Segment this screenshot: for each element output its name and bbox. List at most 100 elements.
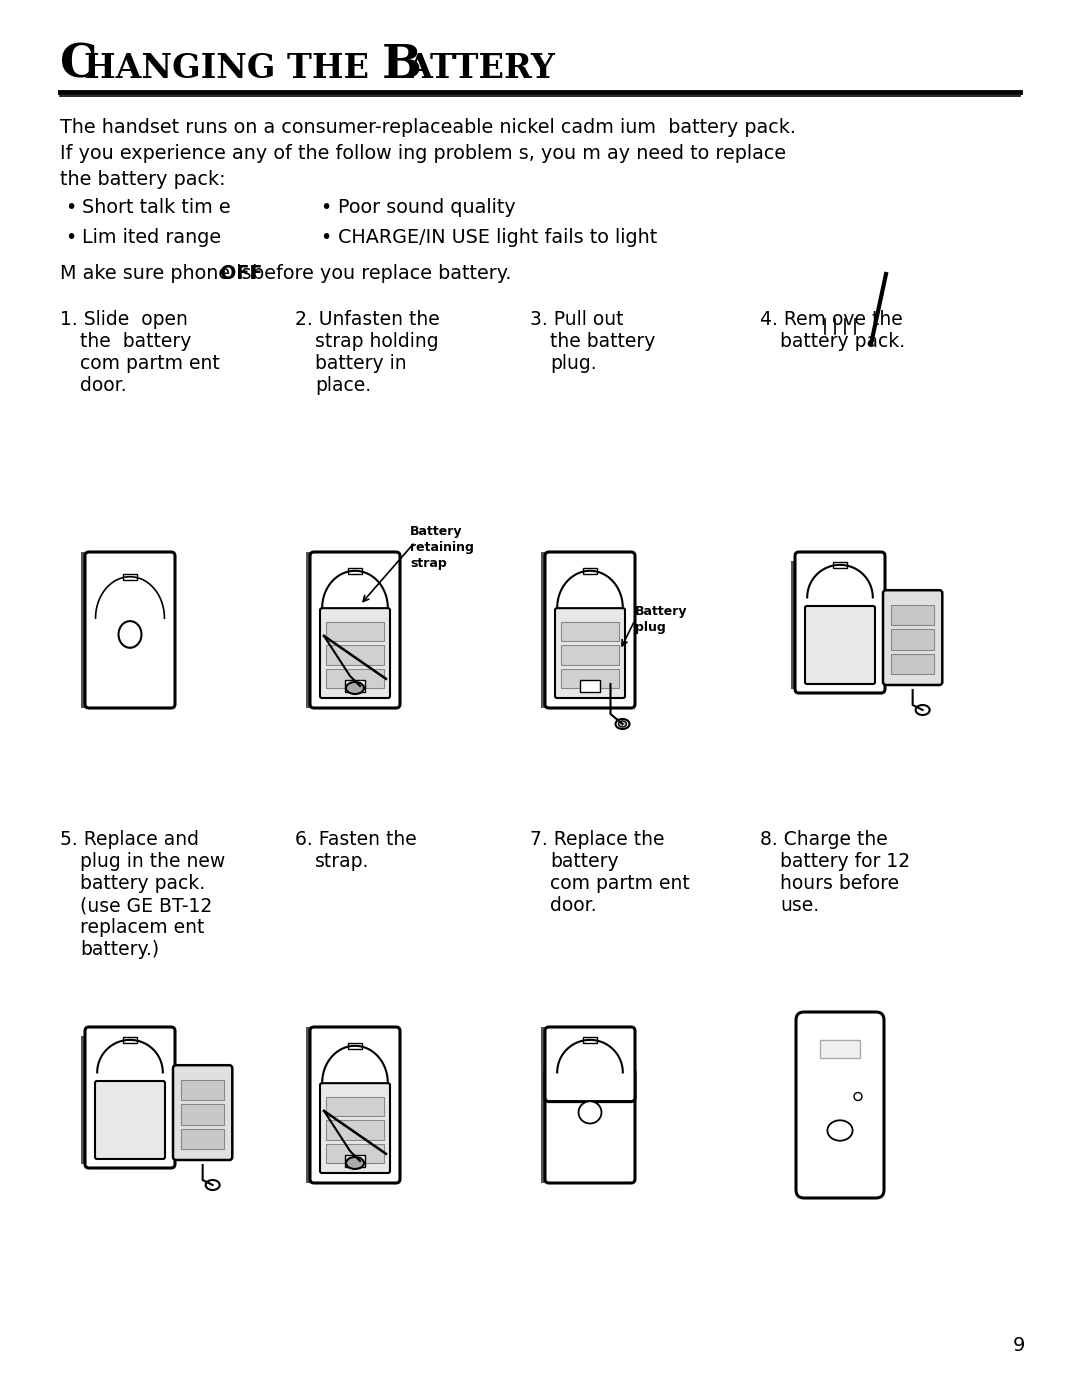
Bar: [820, 1040, 860, 1058]
Ellipse shape: [346, 1157, 364, 1169]
Ellipse shape: [346, 682, 364, 694]
FancyBboxPatch shape: [85, 1026, 175, 1168]
Ellipse shape: [119, 621, 141, 647]
Bar: [582, 567, 597, 574]
Bar: [345, 680, 365, 692]
Bar: [561, 622, 619, 642]
Text: •: •: [320, 228, 332, 247]
Bar: [833, 562, 848, 567]
Text: com partm ent: com partm ent: [80, 354, 219, 372]
Text: strap.: strap.: [315, 852, 369, 871]
Text: Poor sound quality: Poor sound quality: [338, 198, 516, 217]
Ellipse shape: [205, 1180, 219, 1190]
FancyBboxPatch shape: [545, 554, 635, 561]
Text: •: •: [65, 228, 77, 247]
Text: battery in: battery in: [315, 354, 407, 372]
Text: before you replace battery.: before you replace battery.: [245, 264, 511, 283]
Bar: [561, 669, 619, 688]
Text: battery: battery: [550, 852, 619, 871]
FancyBboxPatch shape: [81, 1036, 89, 1164]
Text: ATTERY: ATTERY: [406, 52, 555, 85]
Ellipse shape: [916, 705, 930, 714]
Text: HANGING THE: HANGING THE: [84, 52, 380, 85]
Bar: [561, 646, 619, 665]
Bar: [348, 1043, 363, 1048]
FancyBboxPatch shape: [310, 552, 400, 708]
Text: battery for 12: battery for 12: [780, 852, 910, 871]
Ellipse shape: [827, 1120, 852, 1140]
Text: 3. Pull out: 3. Pull out: [530, 311, 623, 328]
Bar: [123, 574, 137, 580]
Text: B: B: [382, 43, 422, 88]
Bar: [891, 605, 934, 625]
FancyBboxPatch shape: [795, 552, 885, 692]
Text: •: •: [320, 198, 332, 217]
Text: CHARGE/IN USE light fails to light: CHARGE/IN USE light fails to light: [338, 228, 658, 247]
Text: com partm ent: com partm ent: [550, 874, 690, 893]
Text: battery pack.: battery pack.: [80, 874, 205, 893]
Ellipse shape: [619, 721, 626, 727]
Text: the battery pack:: the battery pack:: [60, 170, 226, 190]
Bar: [582, 1037, 597, 1043]
Bar: [326, 622, 384, 642]
FancyBboxPatch shape: [796, 1013, 885, 1198]
Ellipse shape: [854, 1092, 862, 1101]
Text: Lim ited range: Lim ited range: [82, 228, 221, 247]
Bar: [348, 567, 363, 574]
Bar: [326, 1098, 384, 1117]
Bar: [891, 654, 934, 675]
Text: (use GE BT-12: (use GE BT-12: [80, 896, 213, 915]
Text: 5. Replace and: 5. Replace and: [60, 830, 199, 849]
Text: 2. Unfasten the: 2. Unfasten the: [295, 311, 440, 328]
Ellipse shape: [579, 1102, 602, 1124]
Text: battery.): battery.): [80, 940, 159, 959]
Text: replacem ent: replacem ent: [80, 918, 204, 937]
Text: use.: use.: [780, 896, 819, 915]
Bar: [580, 680, 600, 692]
Text: 9: 9: [1013, 1336, 1025, 1355]
FancyBboxPatch shape: [306, 552, 314, 708]
FancyBboxPatch shape: [545, 1029, 635, 1035]
FancyBboxPatch shape: [95, 1081, 165, 1160]
Text: door.: door.: [80, 376, 126, 394]
Text: The handset runs on a consumer-replaceable nickel cadm ium  battery pack.: The handset runs on a consumer-replaceab…: [60, 118, 796, 137]
Text: 4. Rem ove the: 4. Rem ove the: [760, 311, 903, 328]
Bar: [326, 1143, 384, 1162]
FancyBboxPatch shape: [883, 591, 942, 686]
Bar: [326, 1120, 384, 1139]
Text: the  battery: the battery: [80, 333, 191, 350]
FancyBboxPatch shape: [541, 552, 549, 708]
Bar: [181, 1080, 225, 1101]
FancyBboxPatch shape: [545, 1026, 635, 1102]
FancyBboxPatch shape: [791, 561, 799, 688]
Text: 1. Slide  open: 1. Slide open: [60, 311, 188, 328]
Bar: [181, 1128, 225, 1149]
FancyBboxPatch shape: [85, 552, 175, 708]
Text: place.: place.: [315, 376, 372, 394]
FancyBboxPatch shape: [555, 609, 625, 698]
Text: Battery: Battery: [635, 605, 688, 618]
Text: Battery: Battery: [410, 525, 462, 539]
Text: plug.: plug.: [550, 354, 596, 372]
Text: strap: strap: [410, 556, 447, 570]
Bar: [326, 669, 384, 688]
Text: 7. Replace the: 7. Replace the: [530, 830, 664, 849]
Text: plug in the new: plug in the new: [80, 852, 226, 871]
FancyBboxPatch shape: [545, 1069, 635, 1183]
FancyBboxPatch shape: [805, 606, 875, 684]
Text: strap holding: strap holding: [315, 333, 438, 350]
FancyBboxPatch shape: [541, 1026, 549, 1183]
Text: •: •: [65, 198, 77, 217]
Text: retaining: retaining: [410, 541, 474, 554]
Text: C: C: [60, 43, 97, 88]
Text: M ake sure phone is: M ake sure phone is: [60, 264, 258, 283]
FancyBboxPatch shape: [310, 1026, 400, 1183]
Bar: [181, 1105, 225, 1125]
Text: Short talk tim e: Short talk tim e: [82, 198, 231, 217]
Bar: [891, 629, 934, 650]
Bar: [123, 1037, 137, 1043]
Text: plug: plug: [635, 621, 665, 633]
Text: If you experience any of the follow ing problem s, you m ay need to replace: If you experience any of the follow ing …: [60, 144, 786, 164]
Text: door.: door.: [550, 896, 596, 915]
Text: 6. Fasten the: 6. Fasten the: [295, 830, 417, 849]
